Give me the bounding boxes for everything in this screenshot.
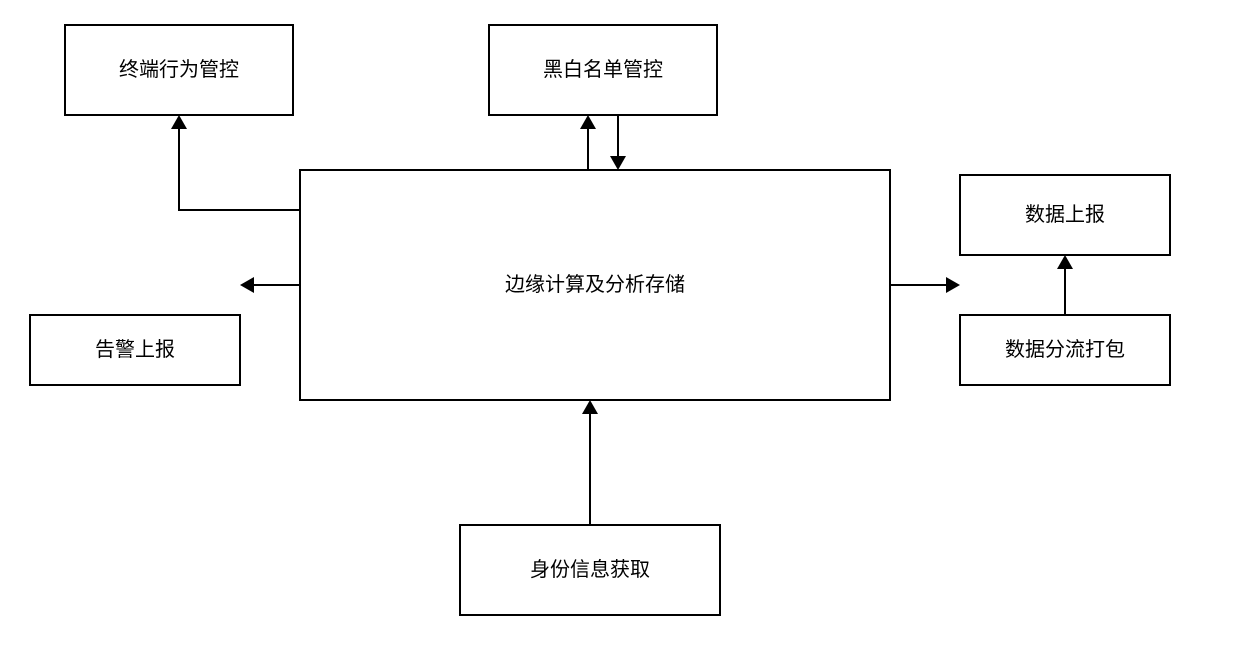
node-label-alarm_report: 告警上报: [95, 338, 175, 361]
edge-edge_compute-terminal_behavior: [179, 129, 300, 210]
arrow-head: [610, 156, 626, 170]
node-identity_fetch: 身份信息获取: [460, 525, 720, 615]
node-blacklist_whitelist: 黑白名单管控: [489, 25, 717, 115]
node-data_split_pack: 数据分流打包: [960, 315, 1170, 385]
arrow-head: [1057, 255, 1073, 269]
node-edge_compute: 边缘计算及分析存储: [300, 170, 890, 400]
node-alarm_report: 告警上报: [30, 315, 240, 385]
node-terminal_behavior: 终端行为管控: [65, 25, 293, 115]
node-label-terminal_behavior: 终端行为管控: [119, 58, 239, 81]
node-label-identity_fetch: 身份信息获取: [530, 558, 650, 581]
node-label-blacklist_whitelist: 黑白名单管控: [543, 58, 663, 81]
arrow-head: [240, 277, 254, 293]
node-data_report: 数据上报: [960, 175, 1170, 255]
node-label-edge_compute: 边缘计算及分析存储: [505, 273, 685, 296]
arrow-head: [580, 115, 596, 129]
arrow-head: [171, 115, 187, 129]
node-label-data_report: 数据上报: [1025, 203, 1105, 226]
arrow-head: [946, 277, 960, 293]
arrow-head: [582, 400, 598, 414]
node-label-data_split_pack: 数据分流打包: [1005, 338, 1125, 361]
